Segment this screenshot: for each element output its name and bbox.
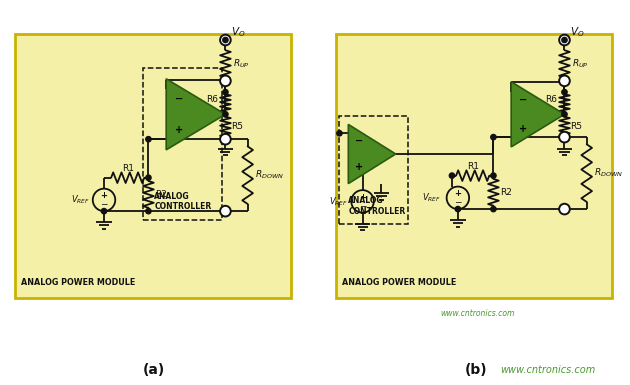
Text: $V_O$: $V_O$ (231, 25, 246, 38)
Circle shape (220, 134, 231, 144)
Circle shape (352, 190, 374, 213)
Circle shape (455, 206, 461, 212)
Text: $V_{REF}$: $V_{REF}$ (71, 194, 90, 206)
Text: ANALOG POWER MODULE: ANALOG POWER MODULE (343, 278, 457, 287)
Text: −: − (355, 136, 363, 146)
Circle shape (223, 37, 228, 43)
Text: −: − (100, 200, 108, 209)
Circle shape (491, 173, 496, 178)
Text: www.cntronics.com: www.cntronics.com (500, 365, 596, 375)
Text: $R_{UP}$: $R_{UP}$ (572, 58, 588, 70)
Bar (15, 34, 290, 298)
Circle shape (562, 37, 567, 43)
Text: R6: R6 (206, 95, 218, 104)
Text: +: + (175, 125, 183, 135)
Circle shape (101, 209, 106, 214)
Text: R2: R2 (155, 190, 167, 199)
Text: R5: R5 (570, 122, 582, 131)
Circle shape (562, 89, 567, 95)
Text: −: − (359, 201, 366, 210)
Circle shape (491, 134, 496, 140)
Text: +: + (359, 192, 366, 202)
Bar (336, 34, 612, 298)
Text: $R_{DOWN}$: $R_{DOWN}$ (594, 167, 623, 179)
Circle shape (223, 89, 228, 95)
Text: −: − (454, 198, 462, 207)
Circle shape (146, 175, 151, 180)
Text: ANALOG
CONTROLLER: ANALOG CONTROLLER (348, 196, 406, 216)
Text: −: − (519, 95, 527, 105)
Text: ANALOG POWER MODULE: ANALOG POWER MODULE (21, 278, 135, 287)
Text: +: + (519, 124, 527, 134)
Text: $V_{REF}$: $V_{REF}$ (421, 192, 441, 204)
Circle shape (337, 131, 342, 136)
Circle shape (559, 204, 570, 214)
Text: $R_{UP}$: $R_{UP}$ (233, 58, 249, 70)
Text: $V_{REF}$: $V_{REF}$ (329, 195, 348, 208)
Polygon shape (511, 82, 564, 147)
Circle shape (93, 189, 115, 211)
Circle shape (559, 35, 570, 45)
Circle shape (220, 75, 231, 86)
Text: (a): (a) (143, 363, 166, 377)
Circle shape (220, 206, 231, 216)
Circle shape (491, 206, 496, 212)
Bar (340, 116, 408, 224)
Circle shape (559, 75, 570, 86)
Text: +: + (101, 191, 108, 200)
Text: +: + (454, 189, 461, 198)
Circle shape (220, 35, 231, 45)
Text: +: + (355, 162, 363, 172)
Circle shape (223, 112, 228, 117)
Circle shape (447, 187, 469, 209)
Text: R2: R2 (500, 188, 512, 197)
Text: R1: R1 (467, 162, 479, 171)
Text: R6: R6 (545, 95, 557, 104)
Text: www.cntronics.com: www.cntronics.com (440, 309, 515, 318)
Circle shape (146, 137, 151, 142)
Text: R5: R5 (231, 122, 243, 131)
Polygon shape (348, 124, 396, 184)
Text: $R_{DOWN}$: $R_{DOWN}$ (255, 169, 284, 181)
Bar (142, 69, 222, 220)
Text: R1: R1 (122, 164, 134, 173)
Polygon shape (166, 79, 226, 150)
Text: −: − (175, 94, 183, 104)
Text: $V_O$: $V_O$ (570, 25, 585, 38)
Text: (b): (b) (464, 363, 487, 377)
Circle shape (146, 209, 151, 214)
Circle shape (559, 132, 570, 142)
Circle shape (449, 173, 455, 178)
Circle shape (562, 112, 567, 117)
Text: ANALOG
CONTROLLER: ANALOG CONTROLLER (154, 192, 212, 211)
